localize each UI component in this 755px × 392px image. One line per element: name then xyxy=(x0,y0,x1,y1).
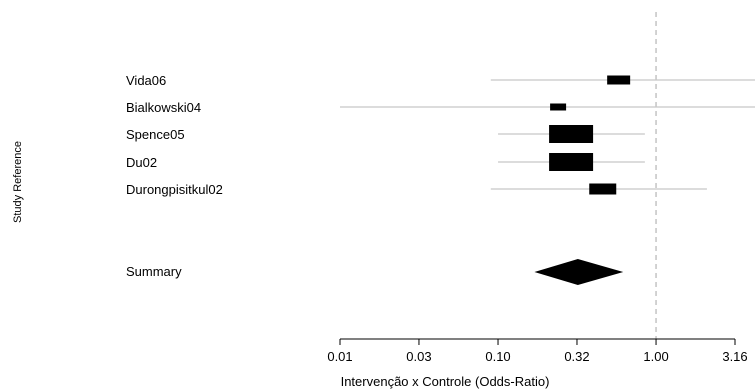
x-tick-label: 0.03 xyxy=(406,349,431,364)
x-tick-label: 0.01 xyxy=(327,349,352,364)
effect-box-durongpisitkul02 xyxy=(589,183,617,195)
summary-label: Summary xyxy=(126,264,182,279)
x-axis-title: Intervenção x Controle (Odds-Ratio) xyxy=(341,374,550,389)
study-label-bialkowski04: Bialkowski04 xyxy=(126,100,201,115)
ci-lines-group xyxy=(340,79,755,190)
study-labels-group: Vida06 Bialkowski04 Spence05 Du02 Durongpisi… xyxy=(126,73,223,279)
x-tick-label: 3.16 xyxy=(722,349,747,364)
study-label-vida06: Vida06 xyxy=(126,73,166,88)
y-axis-title: Study Reference xyxy=(12,141,24,223)
effect-box-vida06 xyxy=(607,75,631,85)
effect-box-spence05 xyxy=(549,125,594,143)
x-tick-label: 0.32 xyxy=(564,349,589,364)
study-label-du02: Du02 xyxy=(126,155,157,170)
effect-box-du02 xyxy=(549,153,594,171)
x-tick-label: 0.10 xyxy=(485,349,510,364)
effect-box-bialkowski04 xyxy=(550,103,567,111)
study-label-spence05: Spence05 xyxy=(126,127,185,142)
study-label-durongpisitkul02: Durongpisitkul02 xyxy=(126,182,223,197)
effect-boxes-group xyxy=(549,75,631,195)
x-tick-label: 1.00 xyxy=(643,349,668,364)
x-axis: 0.01 0.03 0.10 0.32 1.00 3.16 xyxy=(327,338,748,364)
summary-diamond xyxy=(534,259,624,285)
